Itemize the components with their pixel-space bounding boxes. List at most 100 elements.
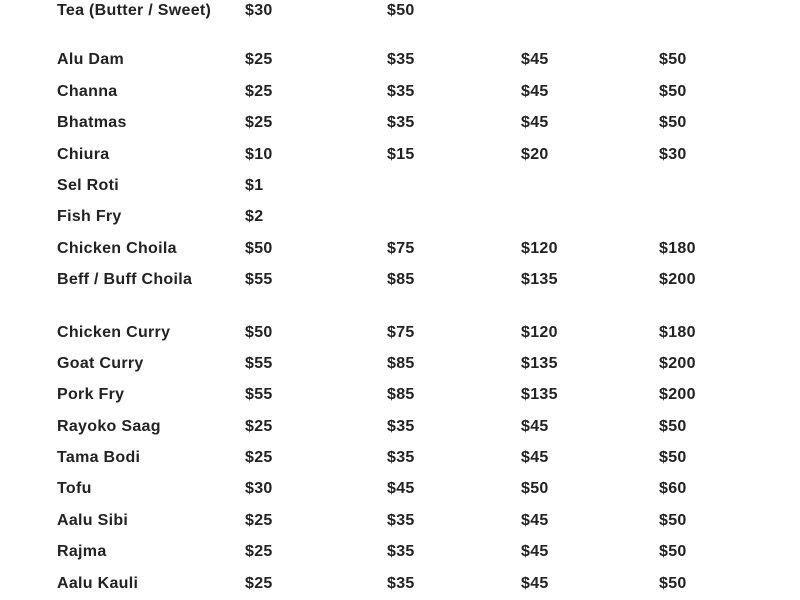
item-name: Rayoko Saag [57,417,161,435]
item-price: $200 [659,354,696,372]
item-price: $85 [387,354,415,372]
item-price: $45 [521,82,549,100]
menu-row: Rajma $25 $35 $45 $50 [0,536,800,567]
item-price: $50 [245,239,273,257]
item-name: Tea (Butter / Sweet) [57,2,212,19]
menu-row: Goat Curry $55 $85 $135 $200 [0,348,800,379]
item-name: Beff / Buff Choila [57,271,193,289]
item-price: $45 [521,51,549,69]
item-name: Chicken Choila [57,239,177,257]
item-price: $135 [521,354,558,372]
item-price: $50 [659,51,687,69]
menu-section: Alu Dam $25 $35 $45 $50 Channa $25 $35 $45 $50 Bha… [0,44,800,295]
item-name: Aalu Sibi [57,511,129,529]
item-price: $50 [659,511,687,529]
item-name: Goat Curry [57,354,144,372]
item-price: $55 [245,271,273,289]
item-price: $25 [245,82,273,100]
item-price: $55 [245,386,273,404]
item-name: Chiura [57,145,110,163]
menu-row: Tama Bodi $25 $35 $45 $50 [0,442,800,473]
item-name: Tofu [57,480,92,498]
item-price: $35 [387,417,415,435]
item-price: $35 [387,574,415,592]
menu-row: Fish Fry $2 [0,201,800,232]
menu-row: Tofu $30 $45 $50 $60 [0,473,800,504]
item-price: $120 [521,239,558,257]
item-price: $30 [245,480,273,498]
item-price: $135 [521,386,558,404]
menu-row: Alu Dam $25 $35 $45 $50 [0,44,800,75]
item-price: $30 [659,145,687,163]
item-price: $75 [387,239,415,257]
item-price: $35 [387,543,415,561]
item-name: Chicken Curry [57,323,171,341]
item-price: $10 [245,145,273,163]
item-price: $180 [659,323,696,341]
item-price: $45 [521,114,549,132]
item-price: $25 [245,114,273,132]
item-price: $200 [659,271,696,289]
menu-row: Chiura $10 $15 $20 $30 [0,139,800,170]
item-price: $25 [245,543,273,561]
menu-section: Tea (Butter / Sweet) $30 $50 [0,0,800,26]
item-price: $35 [387,51,415,69]
item-name: Aalu Kauli [57,574,139,592]
menu-row: Chicken Choila $50 $75 $120 $180 [0,233,800,264]
item-price: $120 [521,323,558,341]
item-price: $25 [245,574,273,592]
menu-row: Pork Fry $55 $85 $135 $200 [0,379,800,410]
item-price: $45 [521,543,549,561]
item-name: Bhatmas [57,114,127,132]
item-price: $75 [387,323,415,341]
menu-row: Channa $25 $35 $45 $50 [0,76,800,107]
item-price: $200 [659,386,696,404]
item-price: $45 [521,511,549,529]
item-price: $45 [521,574,549,592]
item-price: $35 [387,449,415,467]
item-name: Sel Roti [57,176,119,194]
item-price: $50 [659,114,687,132]
item-price: $35 [387,511,415,529]
item-price: $50 [659,543,687,561]
item-price: $30 [245,2,273,19]
item-price: $35 [387,82,415,100]
item-price: $60 [659,480,687,498]
item-price: $2 [245,208,264,226]
item-name: Pork Fry [57,386,125,404]
item-price: $50 [521,480,549,498]
item-price: $20 [521,145,549,163]
menu-row: Beff / Buff Choila $55 $85 $135 $200 [0,264,800,295]
item-name: Rajma [57,543,107,561]
menu-row: Sel Roti $1 [0,170,800,201]
item-price: $25 [245,51,273,69]
menu-row: Bhatmas $25 $35 $45 $50 [0,107,800,138]
item-price: $50 [659,574,687,592]
menu-row: Chicken Curry $50 $75 $120 $180 [0,317,800,348]
item-price: $50 [387,2,415,19]
item-price: $45 [521,449,549,467]
item-price: $50 [245,323,273,341]
item-name: Alu Dam [57,51,124,69]
item-name: Channa [57,82,118,100]
menu-row: Aalu Kauli $25 $35 $45 $50 [0,568,800,599]
item-price: $50 [659,82,687,100]
item-price: $45 [521,417,549,435]
item-price: $180 [659,239,696,257]
item-price: $25 [245,449,273,467]
item-name: Fish Fry [57,208,122,226]
item-price: $50 [659,449,687,467]
item-price: $15 [387,145,415,163]
item-price: $25 [245,511,273,529]
item-price: $85 [387,386,415,404]
item-price: $85 [387,271,415,289]
menu-row: Tea (Butter / Sweet) $30 $50 [0,0,800,26]
item-price: $50 [659,417,687,435]
item-price: $1 [245,176,264,194]
item-price: $55 [245,354,273,372]
menu-section: Chicken Curry $50 $75 $120 $180 Goat Curry $55… [0,317,800,600]
item-price: $25 [245,417,273,435]
item-price: $35 [387,114,415,132]
menu-row: Rayoko Saag $25 $35 $45 $50 [0,411,800,442]
